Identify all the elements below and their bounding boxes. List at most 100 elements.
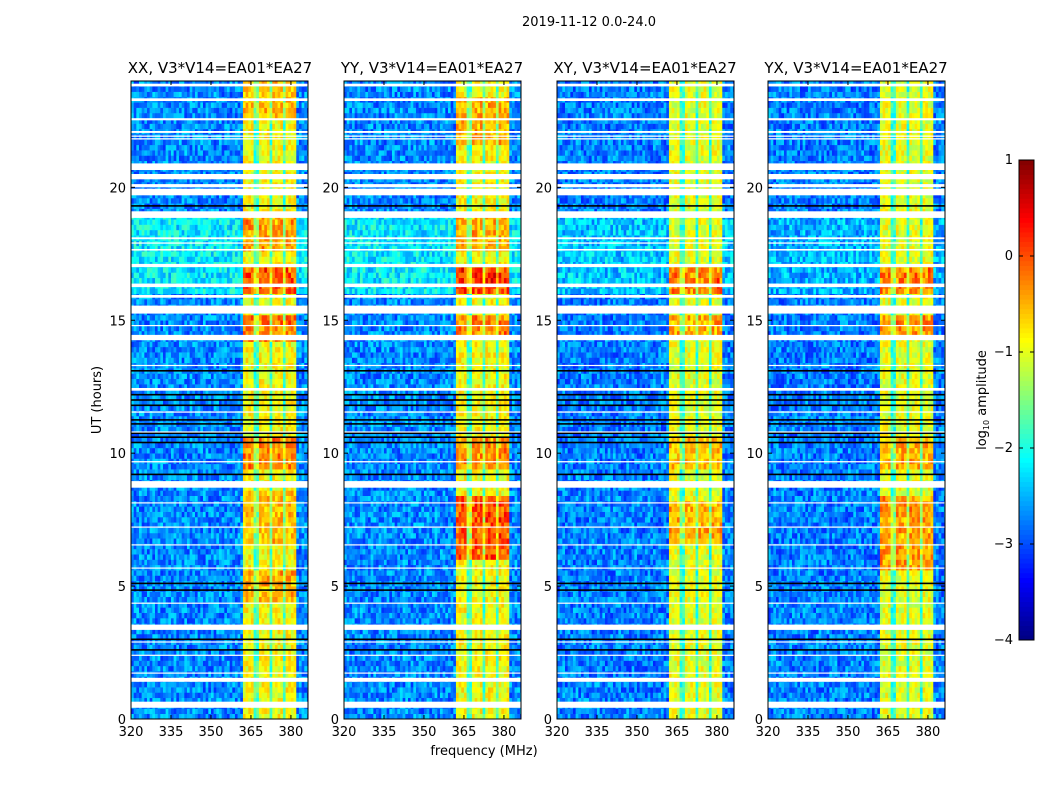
heatmap-cell (218, 617, 222, 624)
heatmap-cell (144, 325, 148, 332)
heatmap-cell (288, 708, 292, 714)
heatmap-cell (170, 426, 174, 433)
heatmap-cell (192, 415, 196, 422)
heatmap-cell (152, 400, 156, 406)
heatmap-cell (178, 713, 182, 720)
heatmap-cell (226, 538, 230, 544)
heatmap-cell (277, 617, 281, 624)
heatmap-cell (141, 649, 145, 656)
heatmap-cell (237, 649, 241, 656)
heatmap-cell (253, 516, 257, 523)
heatmap-cell (274, 538, 278, 544)
heatmap-cell (131, 713, 134, 720)
heatmap-cell (274, 649, 278, 656)
heatmap-cell (264, 570, 268, 576)
heatmap-cell (178, 708, 182, 714)
heatmap-cell (226, 570, 230, 576)
heatmap-cell (210, 713, 214, 720)
heatmap-cell (162, 400, 166, 406)
heatmap-cell (173, 532, 177, 539)
heatmap-cell (208, 527, 212, 534)
heatmap-cell (165, 655, 169, 661)
heatmap-cell (218, 713, 222, 720)
heatmap-cell (282, 660, 286, 667)
heatmap-cell (290, 554, 294, 560)
heatmap-cell (208, 330, 212, 337)
heatmap-cell (144, 352, 148, 358)
heatmap-cell (192, 527, 196, 534)
heatmap-cell (301, 522, 305, 528)
heatmap-cell (165, 617, 169, 624)
heatmap-cell (226, 405, 230, 411)
heatmap-cell (202, 554, 206, 560)
heatmap-cell (285, 400, 289, 406)
heatmap-cell (178, 410, 182, 417)
heatmap-cell (250, 527, 254, 534)
heatmap-cell (277, 538, 281, 544)
heatmap-cell (245, 415, 249, 422)
heatmap-cell (261, 538, 265, 544)
heatmap-cell (173, 511, 177, 518)
heatmap-cell (250, 437, 254, 443)
heatmap-cell (136, 644, 140, 651)
heatmap-cell (237, 415, 241, 422)
heatmap-cell (253, 352, 257, 358)
heatmap-cell (197, 554, 201, 560)
heatmap-cell (181, 607, 185, 613)
heatmap-cell (266, 538, 270, 544)
heatmap-cell (256, 426, 260, 433)
heatmap-cell (256, 431, 260, 438)
heatmap-cell (160, 607, 164, 613)
heatmap-cell (304, 532, 308, 539)
heatmap-cell (269, 384, 273, 390)
heatmap-cell (290, 330, 294, 337)
heatmap-cell (194, 415, 198, 422)
heatmap-cell (256, 660, 260, 667)
heatmap-cell (290, 522, 294, 528)
heatmap-cell (248, 405, 252, 411)
heatmap-cell (154, 633, 158, 640)
heatmap-cell (248, 644, 252, 651)
heatmap-cell (133, 352, 137, 358)
heatmap-cell (197, 586, 201, 592)
heatmap-cell (216, 602, 220, 608)
heatmap-cell (194, 373, 198, 380)
heatmap-cell (226, 485, 230, 491)
heatmap-cell (208, 352, 212, 358)
heatmap-cell (131, 352, 134, 358)
heatmap-cell (264, 511, 268, 518)
heatmap-cell (296, 644, 300, 651)
heatmap-cell (131, 415, 134, 422)
heatmap-cell (274, 527, 278, 534)
heatmap-cell (176, 612, 180, 619)
heatmap-cell (253, 389, 257, 395)
heatmap-cell (304, 713, 308, 720)
heatmap-cell (256, 511, 260, 518)
heatmap-cell (269, 628, 273, 635)
heatmap-cell (250, 352, 254, 358)
heatmap-cell (189, 495, 193, 502)
heatmap-cell (168, 628, 172, 635)
heatmap-cell (160, 633, 164, 640)
heatmap-cell (266, 463, 270, 470)
heatmap-cell (272, 708, 276, 714)
heatmap-cell (197, 532, 201, 539)
heatmap-cell (146, 325, 150, 332)
heatmap-cell (288, 453, 292, 459)
heatmap-cell (226, 325, 230, 332)
heatmap-cell (136, 697, 140, 704)
heatmap-cell (162, 681, 166, 688)
heatmap-cell (269, 602, 273, 608)
heatmap-cell (133, 373, 137, 380)
heatmap-cell (157, 485, 161, 491)
heatmap-cell (176, 713, 180, 720)
heatmap-cell (149, 644, 153, 651)
heatmap-cell (152, 570, 156, 576)
heatmap-cell (216, 357, 220, 364)
heatmap-cell (226, 596, 230, 603)
heatmap-cell (248, 697, 252, 704)
heatmap-cell (149, 352, 153, 358)
heatmap-cell (178, 373, 182, 380)
heatmap-cell (213, 410, 217, 417)
heatmap-cell (293, 687, 297, 693)
